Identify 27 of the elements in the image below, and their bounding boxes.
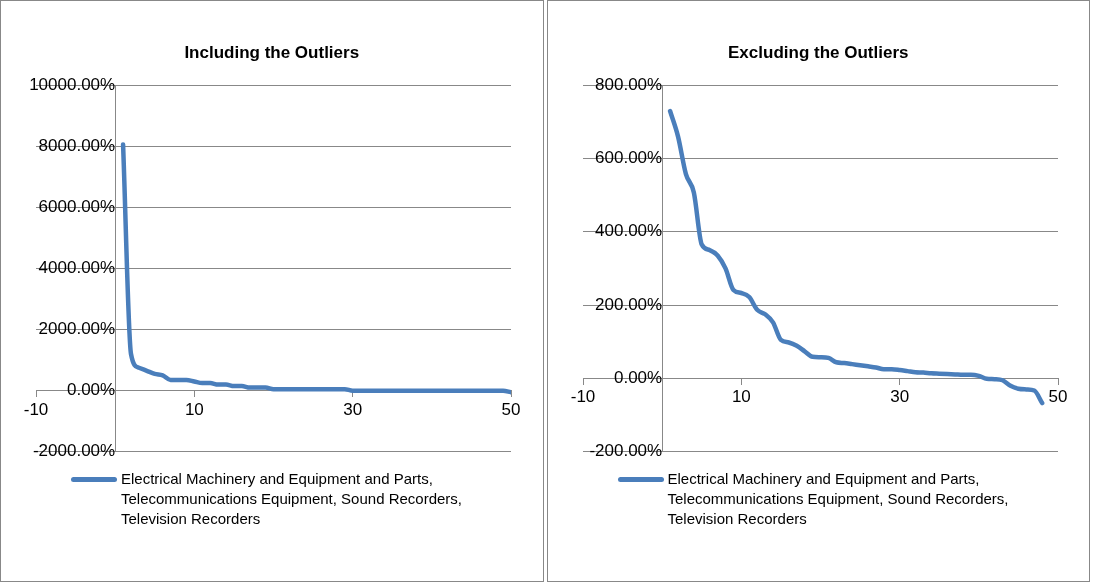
x-tick-label: 50 [1048, 387, 1067, 407]
y-tick-label: -200.00% [588, 441, 662, 461]
y-tick-label: 2000.00% [38, 319, 116, 339]
y-tick-label: 800.00% [594, 74, 662, 94]
y-tick-label: 4000.00% [38, 258, 116, 278]
chart-title: Excluding the Outliers [727, 43, 910, 64]
legend-label: Electrical Machinery and Equipment and Parts, Telecommunications Equipment, Sound Recorders, Television Recorders [121, 469, 463, 529]
x-tick-label: 10 [731, 387, 751, 407]
line-series [120, 142, 511, 395]
y-tick-label: 6000.00% [38, 196, 116, 216]
x-tick-label: 50 [501, 399, 521, 419]
y-tick-label: 600.00% [594, 148, 662, 168]
x-tick-label: 10 [184, 399, 204, 419]
y-tick-label: 200.00% [594, 294, 662, 314]
y-tick-label: 8000.00% [38, 135, 116, 155]
x-tick-label: -10 [23, 399, 49, 419]
x-tick-label: -10 [570, 387, 595, 407]
y-tick-label: 0.00% [66, 380, 116, 400]
x-tick-label: 30 [889, 387, 909, 407]
y-tick-label: 10000.00% [29, 74, 116, 94]
line-series [667, 108, 1044, 406]
x-tick-label: 30 [343, 399, 363, 419]
legend-label: Electrical Machinery and Equipment and Parts, Telecommunications Equipment, Sound Recorders, Television Recorders [667, 469, 1010, 529]
y-tick-label: 400.00% [594, 221, 662, 241]
chart-title: Including the Outliers [183, 43, 361, 64]
y-tick-label: 0.00% [613, 368, 662, 388]
y-tick-label: -2000.00% [32, 441, 116, 461]
